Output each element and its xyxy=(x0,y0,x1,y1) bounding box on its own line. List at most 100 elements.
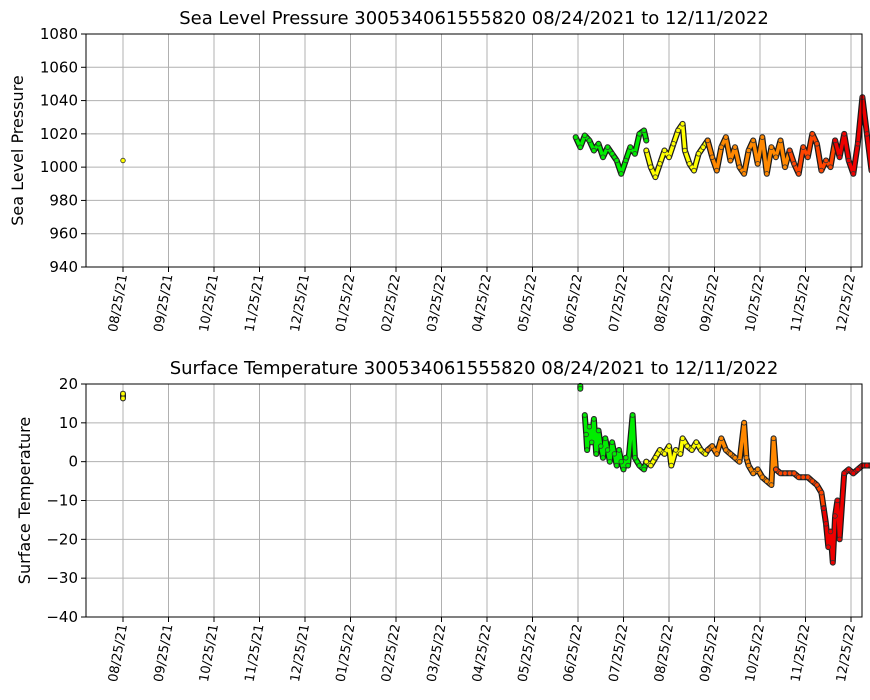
data-point xyxy=(723,447,729,453)
x-tick-label: 10/25/21 xyxy=(197,273,222,333)
data-point xyxy=(821,505,827,511)
series-oct-nov xyxy=(820,462,870,566)
data-point xyxy=(614,157,620,164)
data-point xyxy=(607,459,613,465)
series-sep-oct xyxy=(786,130,839,177)
y-axis-label: Surface Temperature xyxy=(15,417,34,584)
y-tick-label: −20 xyxy=(46,530,78,548)
data-point xyxy=(736,164,743,170)
data-point xyxy=(782,164,788,170)
data-point xyxy=(750,137,756,144)
data-point xyxy=(832,137,838,144)
x-tick-label: 03/25/22 xyxy=(425,623,450,683)
data-point xyxy=(777,470,784,476)
series-oct-nov xyxy=(832,94,870,177)
data-point xyxy=(791,470,797,476)
data-point xyxy=(841,470,847,476)
x-tick-label: 11/25/21 xyxy=(243,623,268,683)
data-point xyxy=(850,171,856,177)
data-point xyxy=(582,132,588,139)
data-point xyxy=(841,131,847,137)
data-point xyxy=(661,451,668,457)
data-point xyxy=(850,470,856,476)
data-point xyxy=(600,455,606,461)
data-point xyxy=(750,470,756,476)
sea-level-pressure-chart: 940 960 980 1000 1020 1040 1060 1080 08/25/21 09/… xyxy=(8,8,870,333)
data-point xyxy=(786,470,793,476)
x-tick-label: 08/25/21 xyxy=(106,623,131,683)
data-point xyxy=(768,144,775,150)
series-start xyxy=(577,382,584,392)
data-point xyxy=(698,447,704,453)
data-point xyxy=(591,147,597,154)
data-point xyxy=(648,462,654,469)
data-point xyxy=(693,439,699,445)
x-tick-label: 12/25/22 xyxy=(834,623,859,683)
x-tick-label: 06/25/22 xyxy=(561,623,586,683)
data-point xyxy=(616,447,622,453)
x-tick-label: 08/25/21 xyxy=(106,273,131,333)
data-point xyxy=(700,144,706,150)
y-tick-label: 1020 xyxy=(40,125,78,143)
data-point xyxy=(623,157,629,164)
y-tick-label: 1000 xyxy=(40,158,78,176)
data-point xyxy=(741,420,747,426)
x-tick-label: 05/25/22 xyxy=(516,273,541,333)
series-jun-jul xyxy=(572,127,650,177)
data-point xyxy=(627,144,633,150)
y-tick-label: 1040 xyxy=(40,92,78,110)
x-tick-label: 08/25/22 xyxy=(652,273,677,333)
x-tick-label: 08/25/22 xyxy=(652,623,677,683)
data-point xyxy=(736,459,743,465)
data-point xyxy=(727,157,734,164)
data-point xyxy=(641,127,647,134)
data-point xyxy=(689,447,695,453)
x-tick-label: 05/25/22 xyxy=(516,623,541,683)
data-point xyxy=(636,462,643,469)
data-point xyxy=(764,478,770,484)
y-tick-label: 980 xyxy=(49,191,78,209)
series-aug-sep xyxy=(704,134,793,177)
data-point xyxy=(648,164,654,170)
y-tick-label: 20 xyxy=(59,375,78,393)
data-point xyxy=(818,490,825,496)
data-point xyxy=(705,447,711,453)
chart-title: Sea Level Pressure 300534061555820 08/24… xyxy=(179,8,769,29)
data-point xyxy=(846,466,852,473)
data-point xyxy=(584,447,590,453)
data-point xyxy=(830,559,836,566)
data-point xyxy=(666,154,672,160)
data-point xyxy=(827,528,834,535)
data-point xyxy=(695,151,702,157)
data-point xyxy=(743,455,750,461)
data-point xyxy=(675,127,681,134)
data-point xyxy=(686,161,693,167)
data-point xyxy=(709,154,715,160)
data-point xyxy=(632,151,638,157)
x-tick-label: 01/25/22 xyxy=(334,273,359,333)
data-point xyxy=(643,147,649,154)
data-point xyxy=(764,171,770,177)
data-point xyxy=(657,447,663,453)
data-point xyxy=(823,157,829,164)
data-point xyxy=(598,443,604,449)
data-point xyxy=(796,171,802,177)
data-point xyxy=(709,443,715,449)
data-point xyxy=(629,412,636,418)
x-tick-label: 10/25/22 xyxy=(743,623,768,683)
x-tick-label: 11/25/22 xyxy=(789,273,814,333)
x-tick-label: 11/25/22 xyxy=(789,623,814,683)
plot-frame xyxy=(85,33,863,268)
data-point xyxy=(718,144,724,150)
data-point xyxy=(768,482,775,488)
data-point xyxy=(577,386,583,392)
data-point xyxy=(618,459,624,465)
data-point xyxy=(609,439,615,445)
series-line xyxy=(821,463,870,565)
data-point xyxy=(834,497,841,504)
y-tick-label: −30 xyxy=(46,569,78,587)
data-point xyxy=(623,455,629,461)
data-point xyxy=(573,134,579,140)
data-point xyxy=(620,466,627,473)
series-early xyxy=(120,157,126,164)
